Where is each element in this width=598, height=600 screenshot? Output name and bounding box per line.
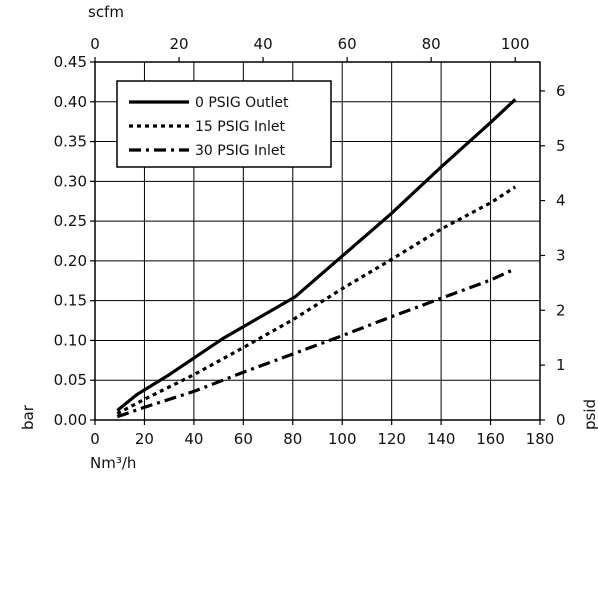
plot-frame <box>94 61 541 421</box>
legend-label-1: 15 PSIG Inlet <box>195 119 286 135</box>
x-tick-label: 180 <box>526 430 555 448</box>
x-top-tick-label: 40 <box>254 35 273 53</box>
x-tick-label: 80 <box>283 430 302 448</box>
x-top-tick-label: 60 <box>338 35 357 53</box>
y-tick-label: 0.35 <box>54 133 87 151</box>
y-tick-label: 0.15 <box>54 292 87 310</box>
legend-label-2: 30 PSIG Inlet <box>195 143 286 159</box>
x-axis-ticks: 0 20 40 60 80 100 120 140 160 180 <box>90 420 554 448</box>
y-right-tick-label: 2 <box>556 301 566 319</box>
x-top-axis-title: scfm <box>88 3 124 21</box>
x-tick-label: 160 <box>476 430 505 448</box>
y-tick-label: 0.20 <box>54 252 87 270</box>
y-right-tick-label: 4 <box>556 192 566 210</box>
x-top-tick-label: 20 <box>169 35 188 53</box>
x-tick-label: 100 <box>328 430 357 448</box>
series-layer <box>116 98 517 419</box>
y-tick-label: 0.10 <box>54 331 87 349</box>
y-tick-label: 0.25 <box>54 212 87 230</box>
x-axis-title: Nm³/h <box>90 454 136 472</box>
x-top-tick-label: 80 <box>422 35 441 53</box>
y-tick-label: 0.40 <box>54 93 87 111</box>
y-axis-ticks: 0.00 0.05 0.10 0.15 0.20 0.25 0.30 0.35 0.40 0.45 <box>54 53 95 429</box>
series-line-2 <box>116 267 516 419</box>
y-right-tick-label: 3 <box>556 246 566 264</box>
series-line-1 <box>116 185 517 416</box>
y-axis-title: bar <box>19 404 37 430</box>
y-tick-label: 0.00 <box>54 411 87 429</box>
x-top-tick-label: 0 <box>90 35 100 53</box>
x-top-axis-ticks: 0 20 40 60 80 100 <box>90 35 530 62</box>
y-tick-label: 0.30 <box>54 172 87 190</box>
y-right-axis-ticks: 0 1 2 3 4 5 6 <box>540 82 566 429</box>
y-tick-label: 0.05 <box>54 371 87 389</box>
x-tick-label: 0 <box>90 430 100 448</box>
x-top-tick-label: 100 <box>501 35 530 53</box>
x-tick-label: 20 <box>135 430 154 448</box>
series-line-0 <box>116 98 517 412</box>
y-right-tick-label: 0 <box>556 411 566 429</box>
y-right-tick-label: 1 <box>556 356 566 374</box>
x-tick-label: 140 <box>427 430 456 448</box>
legend: 0 PSIG Outlet 15 PSIG Inlet 30 PSIG Inlet <box>116 80 332 168</box>
legend-label-0: 0 PSIG Outlet <box>195 95 289 111</box>
x-tick-label: 120 <box>377 430 406 448</box>
y-right-axis-title: psid <box>581 399 598 430</box>
legend-box <box>116 80 332 168</box>
x-tick-label: 60 <box>234 430 253 448</box>
x-tick-label: 40 <box>184 430 203 448</box>
y-right-tick-label: 5 <box>556 137 566 155</box>
y-tick-label: 0.45 <box>54 53 87 71</box>
y-right-tick-label: 6 <box>556 82 566 100</box>
